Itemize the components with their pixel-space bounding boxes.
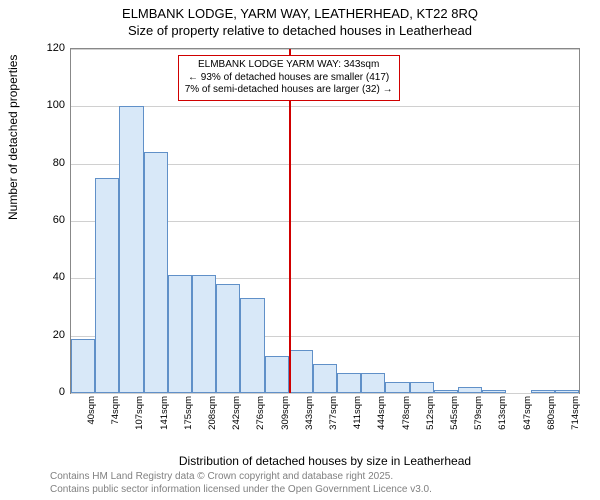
histogram-bar: [71, 339, 95, 393]
xtick-label: 40sqm: [86, 396, 97, 425]
histogram-bar: [482, 390, 506, 393]
xtick-label: 107sqm: [134, 396, 145, 430]
histogram-bar: [216, 284, 240, 393]
histogram-bar: [458, 387, 482, 393]
histogram-bar: [240, 298, 264, 393]
histogram-bar: [385, 382, 409, 393]
histogram-bar: [192, 275, 216, 393]
histogram-bar: [119, 106, 143, 393]
reference-line: [289, 49, 291, 393]
xtick-label: 276sqm: [255, 396, 266, 430]
gridline: [71, 393, 579, 394]
xtick-label: 478sqm: [401, 396, 412, 430]
xtick-label: 613sqm: [497, 396, 508, 430]
gridline: [71, 49, 579, 50]
xtick-label: 411sqm: [352, 396, 363, 429]
ytick-label: 40: [53, 271, 65, 283]
y-axis-label: Number of detached properties: [6, 55, 20, 220]
histogram-bar: [434, 390, 458, 393]
annotation-box: ELMBANK LODGE YARM WAY: 343sqm← 93% of d…: [178, 55, 400, 101]
histogram-bar: [531, 390, 555, 393]
ytick-label: 0: [59, 386, 65, 398]
xtick-label: 714sqm: [570, 396, 581, 430]
ytick-label: 120: [47, 42, 65, 54]
xtick-label: 579sqm: [473, 396, 484, 430]
histogram-bar: [289, 350, 313, 393]
xtick-label: 175sqm: [183, 396, 194, 430]
title-line-2: Size of property relative to detached ho…: [0, 23, 600, 40]
chart-title-area: ELMBANK LODGE, YARM WAY, LEATHERHEAD, KT…: [0, 6, 600, 40]
chart-footer: Contains HM Land Registry data © Crown c…: [50, 471, 432, 496]
xtick-label: 545sqm: [449, 396, 460, 430]
xtick-label: 680sqm: [546, 396, 557, 430]
ytick-label: 100: [47, 99, 65, 111]
ytick-label: 20: [53, 329, 65, 341]
title-line-1: ELMBANK LODGE, YARM WAY, LEATHERHEAD, KT…: [0, 6, 600, 23]
xtick-label: 141sqm: [159, 396, 170, 430]
xtick-label: 647sqm: [522, 396, 533, 430]
gridline: [71, 106, 579, 107]
histogram-bar: [95, 178, 119, 393]
xtick-label: 208sqm: [207, 396, 218, 430]
xtick-label: 343sqm: [304, 396, 315, 430]
xtick-label: 309sqm: [280, 396, 291, 430]
histogram-bar: [361, 373, 385, 393]
footer-line-1: Contains HM Land Registry data © Crown c…: [50, 471, 432, 484]
histogram-bar: [337, 373, 361, 393]
x-axis-label: Distribution of detached houses by size …: [70, 454, 580, 468]
annotation-line: ← 93% of detached houses are smaller (41…: [185, 72, 393, 85]
histogram-bar: [313, 364, 337, 393]
histogram-bar: [144, 152, 168, 393]
xtick-label: 444sqm: [376, 396, 387, 430]
xtick-label: 74sqm: [110, 396, 121, 425]
footer-line-2: Contains public sector information licen…: [50, 484, 432, 497]
xtick-label: 242sqm: [231, 396, 242, 430]
annotation-line: 7% of semi-detached houses are larger (3…: [185, 84, 393, 97]
ytick-label: 60: [53, 214, 65, 226]
plot-area: ELMBANK LODGE YARM WAY: 343sqm← 93% of d…: [70, 48, 580, 394]
histogram-bar: [555, 390, 579, 393]
histogram-bar: [265, 356, 289, 393]
histogram-bar: [410, 382, 434, 393]
annotation-line: ELMBANK LODGE YARM WAY: 343sqm: [185, 59, 393, 72]
xtick-label: 512sqm: [425, 396, 436, 430]
xtick-label: 377sqm: [328, 396, 339, 430]
chart-container: ELMBANK LODGE, YARM WAY, LEATHERHEAD, KT…: [0, 0, 600, 500]
histogram-bar: [168, 275, 192, 393]
ytick-label: 80: [53, 157, 65, 169]
